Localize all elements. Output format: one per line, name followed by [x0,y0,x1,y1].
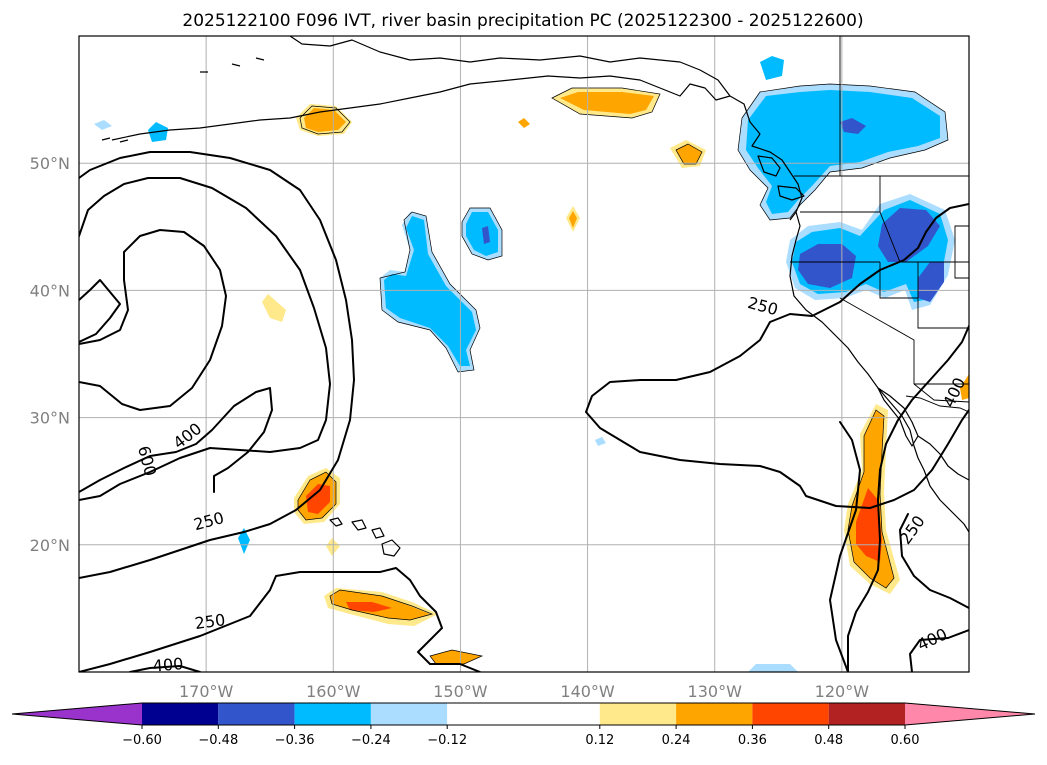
lon-tick-label: 140°W [560,682,615,701]
ivt-contour-250-east-lower [899,513,969,609]
map-frame [78,35,970,673]
map-gridlines [79,36,969,672]
pacific-northwest-anomaly-deep-c [918,262,944,302]
central-pacific-negative-cell-b-core [466,212,498,256]
ivt-contour-400-east-outer [909,629,969,672]
west-coast-us [789,211,969,533]
colorbar-bin-8 [828,703,905,725]
lat-tick-label: 40°N [30,281,70,300]
pacific-northwest-anomaly-deep-b [878,208,940,262]
ivt-contour-label: 400 [152,654,184,676]
lat-tick-label: 30°N [30,409,70,428]
lat-tick-label: 50°N [30,154,70,173]
lon-tick-label: 160°W [306,682,361,701]
colorbar-tick-label: −0.36 [275,733,315,748]
colorbar-tick-label: 0.12 [585,733,614,748]
central-pacific-negative-cell-b-deep [482,226,490,244]
ivt-contour-400-west [79,177,331,501]
ivt-contour-label: 250 [194,610,227,633]
colorbar-bin-6 [676,703,753,725]
east-edge-positive-cell [960,374,969,400]
ivt-contour-east-coastal [829,421,861,672]
ivt-contour-400-east [847,325,969,672]
colorbar-tick-label: 0.36 [738,733,767,748]
alaska-positive-cell-core [676,144,702,164]
colorbar-bin-7 [752,703,829,725]
small-negative-dot [595,437,606,446]
hawaii-islands [329,517,401,557]
south-negative-cell [238,528,250,554]
ivt-contour-250-west [79,151,355,579]
anomaly-outlines [297,83,949,665]
ivt-contour-600-inner [79,387,273,493]
lon-tick-label: 130°W [688,682,743,701]
colorbar-bin-5 [599,703,677,725]
central-pacific-negative-anomaly-core [384,216,476,366]
lon-tick-label: 150°W [433,682,488,701]
positive-cell-west [262,294,286,322]
ivt-contour-250-south [79,567,481,672]
latitude-tick-labels: 20°N 30°N 40°N 50°N [30,154,70,555]
colorbar-tick-label: 0.48 [814,733,843,748]
colorbar-tick-label: −0.60 [122,733,162,748]
colorbar-tick-label: −0.24 [351,733,391,748]
alaska-coast [111,36,731,141]
aleutian-positive-anomaly-a-core [304,108,346,132]
ivt-contours [79,151,969,672]
lon-tick-label: 170°W [179,682,234,701]
colorbar-tick-label: 0.60 [891,733,920,748]
south-positive-anomaly-deep [346,602,392,612]
coastlines [101,36,969,557]
ivt-contour-400-south [129,665,201,672]
ivt-contour-600-loop [79,279,121,343]
colorbar-tick-label: −0.12 [427,733,467,748]
aleutian-positive-anomaly-b-core [560,92,654,114]
bc-islands [757,155,805,201]
colorbar-extend-high [905,703,1035,725]
alaska-gulf-anomaly-deep [840,118,866,134]
colorbar-bin-3 [370,703,448,725]
colorbar-tick-labels: −0.60 −0.48 −0.36 −0.24 −0.12 0.12 0.24 0.36 0.4… [122,725,919,748]
mexico-coast [917,435,969,481]
colorbar-bin-1 [218,703,295,725]
aleutian-negative-cell-b [94,120,112,130]
longitude-tick-labels: 170°W 160°W 150°W 140°W 130°W 120°W [179,682,869,701]
alaska-gulf-anomaly-core [746,90,940,214]
ivt-contour-250-east [585,203,969,509]
lat-tick-label: 20°N [30,536,70,555]
colorbar-tick-label: 0.24 [662,733,691,748]
colorbar [11,702,1036,726]
alaska-panhandle-coast [729,95,803,221]
colorbar-tick-label: −0.48 [198,733,238,748]
ivt-contour-west-arc [79,229,227,411]
colorbar-bin-4 [447,703,600,725]
alaska-small-cell [760,56,784,80]
small-positive-dot-b-core [569,211,577,228]
aleutian-islands [101,57,265,143]
colorbar-bin-0 [142,703,219,725]
hawaii-positive-anomaly-deep [306,484,330,514]
baja-coast [877,387,919,447]
chart-title: 2025122100 F096 IVT, river basin precipi… [182,11,863,31]
colorbar-bin-2 [294,703,371,725]
colorbar-extend-low [12,703,142,725]
anomaly-shading [94,56,969,672]
south-edge-negative-cell [748,664,798,672]
lon-tick-label: 120°W [815,682,870,701]
small-positive-dot-a [518,118,530,128]
